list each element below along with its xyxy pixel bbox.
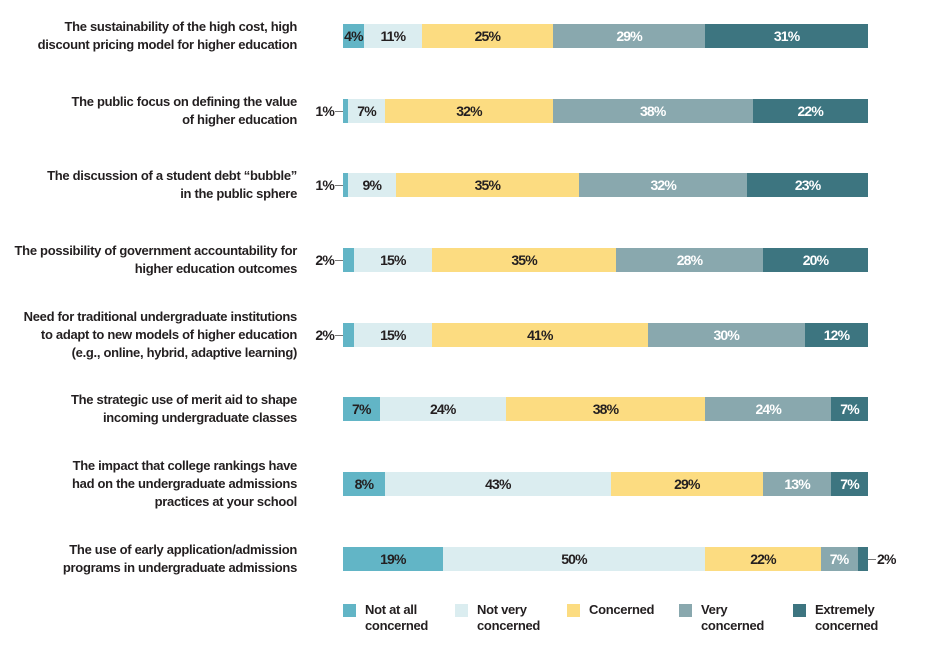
bar-segment: 7% <box>831 472 868 496</box>
bar-segment: 12% <box>805 323 868 347</box>
legend-item: Concerned <box>567 602 679 634</box>
legend-label: Not very concerned <box>477 602 541 633</box>
legend-label: Extremely concerned <box>815 602 879 633</box>
bar-row: 7% 32% 38% 22% <box>343 99 868 123</box>
leader-line <box>335 185 343 186</box>
category-label: Need for traditional undergraduate insti… <box>23 309 298 360</box>
category-label: The discussion of a student debt “bubble… <box>47 168 297 201</box>
bar-segment: 7% <box>348 99 385 123</box>
bar-row: 19% 50% 22% 7% <box>343 547 868 571</box>
bar-segment: 32% <box>579 173 748 197</box>
bar-segment: 9% <box>348 173 396 197</box>
data-label: 2% <box>315 252 334 268</box>
legend-swatch <box>455 604 468 617</box>
bar-segment: 15% <box>353 323 433 347</box>
bar-segment: 35% <box>432 248 616 272</box>
bar-segment: 13% <box>763 472 832 496</box>
bar-segment: 43% <box>385 472 611 496</box>
bar-segment <box>343 248 354 272</box>
leader-line <box>335 260 343 261</box>
bar-segment: 19% <box>343 547 443 571</box>
bar-segment: 30% <box>647 323 805 347</box>
bar-segment: 15% <box>353 248 433 272</box>
bar-segment: 22% <box>752 99 868 123</box>
legend-label: Concerned <box>589 602 655 617</box>
leader-line <box>868 559 876 560</box>
bar-row: 7% 24% 38% 24% 7% <box>343 397 868 421</box>
legend-swatch <box>679 604 692 617</box>
bar-segment: 4% <box>343 24 364 48</box>
legend-swatch <box>343 604 356 617</box>
data-label: 2% <box>315 327 334 343</box>
leader-line <box>335 111 343 112</box>
bar-segment: 38% <box>505 397 706 421</box>
bar-row: 15% 35% 28% 20% <box>343 248 868 272</box>
legend-swatch <box>793 604 806 617</box>
bar-segment: 23% <box>747 173 868 197</box>
bar-segment: 29% <box>610 472 763 496</box>
legend-label: Not at all concerned <box>365 602 429 633</box>
bar-segment: 41% <box>432 323 648 347</box>
category-label: The public focus on defining the value of… <box>71 94 297 127</box>
bar-segment: 31% <box>705 24 868 48</box>
legend-swatch <box>567 604 580 617</box>
legend-item: Very concerned <box>679 602 793 634</box>
bar-segment: 8% <box>343 472 385 496</box>
leader-line <box>335 335 343 336</box>
legend-item: Not very concerned <box>455 602 567 634</box>
legend-item: Extremely concerned <box>793 602 913 634</box>
bar-segment: 22% <box>705 547 821 571</box>
legend-item: Not at all concerned <box>343 602 455 634</box>
data-label: 1% <box>315 177 334 193</box>
bar-segment: 20% <box>763 248 868 272</box>
bar-segment <box>857 547 868 571</box>
bar-segment: 32% <box>385 99 553 123</box>
bar-row: 15% 41% 30% 12% <box>343 323 868 347</box>
bar-segment: 38% <box>553 99 753 123</box>
bar-segment: 25% <box>421 24 553 48</box>
bar-segment: 7% <box>831 397 868 421</box>
category-label: The impact that college rankings have had… <box>72 458 297 509</box>
bar-row: 9% 35% 32% 23% <box>343 173 868 197</box>
legend-label: Very concerned <box>701 602 765 633</box>
bar-row: 4% 11% 25% 29% 31% <box>343 24 868 48</box>
bar-segment <box>343 99 349 123</box>
bar-segment: 24% <box>379 397 506 421</box>
category-label: The possibility of government accountabi… <box>14 243 298 276</box>
legend: Not at all concerned Not very concerned Conc… <box>343 602 913 634</box>
category-label: The strategic use of merit aid to shape i… <box>71 392 297 425</box>
category-label: The sustainability of the high cost, hig… <box>37 19 298 52</box>
bar-segment: 29% <box>553 24 706 48</box>
bar-row: 8% 43% 29% 13% 7% <box>343 472 868 496</box>
bar-segment: 35% <box>395 173 580 197</box>
data-label: 1% <box>315 103 334 119</box>
bar-segment: 28% <box>616 248 763 272</box>
bar-segment: 7% <box>343 397 380 421</box>
bar-segment <box>343 323 354 347</box>
bar-segment: 7% <box>820 547 858 571</box>
bar-segment: 24% <box>705 397 832 421</box>
bar-segment <box>343 173 349 197</box>
bar-segment: 11% <box>364 24 422 48</box>
bar-segment: 50% <box>442 547 706 571</box>
category-label: The use of early application/admission pr… <box>62 542 297 575</box>
data-label: 2% <box>877 551 896 567</box>
